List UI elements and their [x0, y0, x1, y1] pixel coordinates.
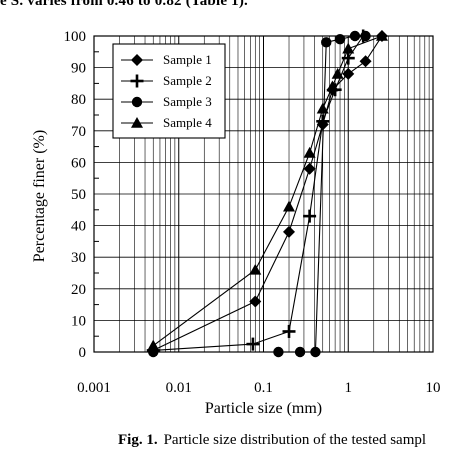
data-point-triangle [326, 80, 339, 92]
data-point-diamond [131, 54, 143, 66]
y-tick-label: 50 [71, 187, 86, 203]
legend: Sample 1 Sample 2 Sample 3 Sample 4 [112, 43, 226, 139]
figure-caption: Fig. 1. Particle size distribution of the… [118, 432, 426, 449]
data-point-diamond [303, 162, 316, 175]
x-tick-label: 0.001 [77, 380, 111, 396]
plot-frame [93, 35, 434, 353]
legend-label: Sample 2 [163, 73, 212, 88]
x-tick-label: 1 [345, 380, 353, 396]
caption-text: Particle size distribution of the tested… [163, 432, 427, 448]
data-point-diamond [249, 295, 262, 308]
legend-label: Sample 4 [163, 115, 212, 130]
data-point-diamond [359, 55, 372, 68]
y-tick-label: 60 [71, 155, 86, 171]
data-point-triangle [316, 102, 329, 114]
y-tick-label: 0 [79, 345, 87, 361]
data-point-triangle [331, 67, 344, 79]
y-tick-label: 20 [71, 282, 86, 298]
data-point-triangle [283, 200, 296, 212]
y-tick-label: 30 [71, 250, 86, 266]
y-tick-label: 10 [71, 313, 86, 329]
y-tick-label: 40 [71, 219, 86, 235]
x-tick-label: 0.01 [166, 380, 192, 396]
data-point-triangle [249, 263, 262, 275]
legend-label: Sample 1 [163, 52, 212, 67]
data-point-triangle [147, 339, 160, 351]
data-point-plus [316, 114, 330, 128]
tick-labels: 0 10 20 30 40 50 60 70 80 90 100 0.001 0.01 0.1 1 10 [64, 29, 441, 396]
legend-label: Sample 3 [163, 94, 212, 109]
y-tick-label: 90 [71, 61, 86, 77]
data-point-plus [303, 209, 317, 223]
series-4 [147, 30, 388, 351]
series-line [153, 35, 364, 351]
y-tick-label: 80 [71, 92, 86, 108]
data-point-circle [131, 96, 143, 108]
x-tick-label: 0.1 [254, 380, 273, 396]
data-point-circle [321, 37, 332, 48]
data-point-triangle [303, 146, 316, 158]
data-point-plus [282, 324, 296, 338]
x-tick-label: 10 [426, 380, 441, 396]
data-point-diamond [342, 67, 355, 80]
data-point-plus [130, 74, 144, 88]
caption-label: Fig. 1. [118, 432, 158, 448]
y-axis-title: Percentage finer (%) [31, 130, 48, 262]
preceding-text: e S. varies from 0.46 to 0.82 (Table 1). [0, 0, 248, 9]
data-point-diamond [283, 225, 296, 238]
data-point-triangle [131, 117, 143, 128]
y-tick-label: 70 [71, 124, 86, 140]
data-point-triangle [342, 42, 355, 54]
particle-size-chart: 0 10 20 30 40 50 60 70 80 90 100 0.001 0.01 0.1 1 10 Pa… [31, 29, 441, 417]
y-tick-label: 100 [64, 29, 87, 45]
data-point-plus [246, 337, 260, 351]
x-axis-title: Particle size (mm) [205, 400, 322, 417]
